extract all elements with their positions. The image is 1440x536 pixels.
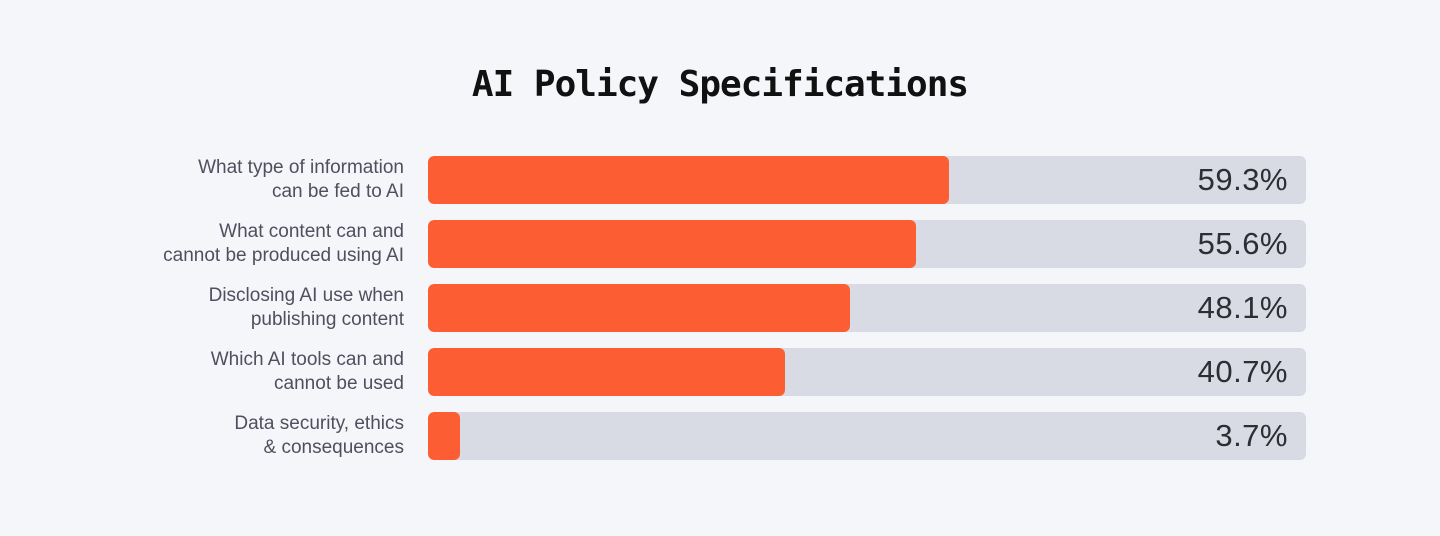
bar-row: Data security, ethics & consequences 3.7% (0, 412, 1440, 460)
value-label: 48.1% (1197, 290, 1288, 325)
category-label: Disclosing AI use when publishing conten… (208, 285, 404, 330)
bar (428, 220, 916, 268)
bar-row: Disclosing AI use when publishing conten… (0, 284, 1440, 332)
chart-title: AI Policy Specifications (471, 64, 969, 105)
category-label: Which AI tools can and cannot be used (210, 349, 404, 394)
category-label: What content can and cannot be produced … (163, 221, 404, 266)
bar (428, 348, 785, 396)
category-label: What type of information can be fed to A… (198, 157, 404, 202)
value-label: 3.7% (1215, 418, 1288, 453)
bar-track: 40.7% (428, 348, 1306, 396)
bar (428, 412, 460, 460)
category-label: Data security, ethics & consequences (234, 413, 404, 458)
bar-track: 48.1% (428, 284, 1306, 332)
bar-row: Which AI tools can and cannot be used 40.… (0, 348, 1440, 396)
value-label: 55.6% (1197, 226, 1288, 261)
bar-row: What type of information can be fed to A… (0, 156, 1440, 204)
bar-track: 3.7% (428, 412, 1306, 460)
bar (428, 156, 949, 204)
bar-track: 59.3% (428, 156, 1306, 204)
bar (428, 284, 850, 332)
value-label: 59.3% (1197, 162, 1288, 197)
value-label: 40.7% (1197, 354, 1288, 389)
bar-row: What content can and cannot be produced … (0, 220, 1440, 268)
bar-track: 55.6% (428, 220, 1306, 268)
